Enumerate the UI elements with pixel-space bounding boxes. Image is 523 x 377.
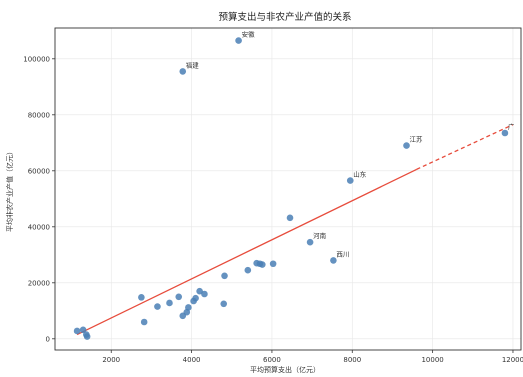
y-tick-label: 20000 xyxy=(28,279,50,287)
x-tick-label: 12000 xyxy=(502,356,523,364)
x-axis-title: 平均预算支出（亿元） xyxy=(250,365,320,374)
y-tick-label: 60000 xyxy=(28,167,50,175)
y-tick-label: 80000 xyxy=(28,111,50,119)
point-label: 广 xyxy=(508,122,515,131)
data-point xyxy=(154,303,161,310)
x-tick-label: 2000 xyxy=(102,356,120,364)
data-points xyxy=(73,37,509,340)
data-point xyxy=(258,261,266,268)
point-label: 福建 xyxy=(186,60,200,69)
axis-ticks: 2000 4000 6000 8000 10000 12000 0 20000 40000 600… xyxy=(23,55,523,364)
fit-line-dashed xyxy=(416,124,514,170)
grid-lines xyxy=(55,28,521,350)
data-point xyxy=(175,293,183,301)
data-point xyxy=(346,177,354,184)
data-point xyxy=(140,318,148,326)
data-point xyxy=(403,142,410,149)
data-point xyxy=(269,260,277,268)
point-label: 西川 xyxy=(336,250,349,258)
data-point xyxy=(179,68,187,75)
data-point xyxy=(235,37,242,44)
plot-area-frame xyxy=(54,27,522,351)
point-label: 江苏 xyxy=(410,135,424,144)
data-point xyxy=(306,238,314,246)
x-tick-label: 8000 xyxy=(343,356,361,364)
data-point xyxy=(166,299,173,307)
fit-line-solid xyxy=(76,168,417,336)
data-point xyxy=(79,326,87,334)
data-point xyxy=(286,214,294,222)
y-tick-label: 100000 xyxy=(23,55,50,63)
y-axis-title: 平均非农产业产值（亿元） xyxy=(5,148,14,232)
y-tick-label: 0 xyxy=(46,335,50,343)
x-tick-label: 10000 xyxy=(421,356,443,364)
point-label: 山东 xyxy=(353,170,367,179)
data-point xyxy=(201,290,208,298)
y-tick-label: 40000 xyxy=(28,223,50,231)
data-point xyxy=(221,272,228,280)
data-point xyxy=(138,294,145,301)
data-point xyxy=(83,333,91,340)
x-tick-label: 4000 xyxy=(183,356,201,364)
data-point xyxy=(185,304,192,311)
data-point xyxy=(196,287,203,295)
data-point xyxy=(501,129,509,137)
x-tick-label: 6000 xyxy=(263,356,281,364)
data-point xyxy=(192,294,199,302)
chart-title: 预算支出与非农产业产值的关系 xyxy=(218,11,351,23)
point-label: 安徽 xyxy=(242,30,256,39)
point-label: 河南 xyxy=(313,231,327,240)
data-point xyxy=(73,327,81,335)
data-point xyxy=(330,257,337,264)
regression-line xyxy=(76,124,514,336)
data-point xyxy=(220,300,228,308)
data-point xyxy=(244,266,252,274)
